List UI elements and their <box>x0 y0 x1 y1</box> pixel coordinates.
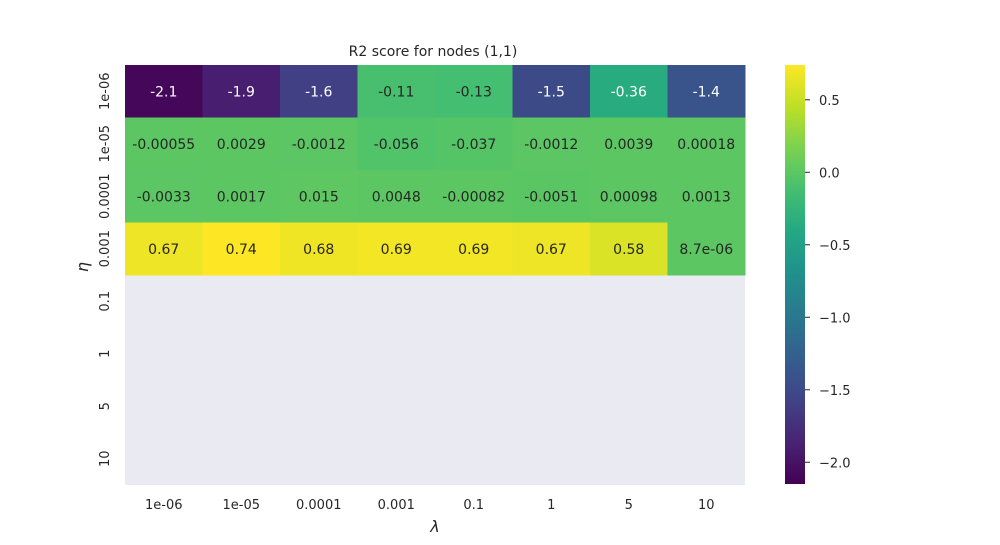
heatmap-cell <box>125 222 203 276</box>
x-tick-label: 0.0001 <box>296 498 342 513</box>
heatmap-cell <box>512 222 591 276</box>
heatmap-cell <box>667 170 746 223</box>
cell-label: 0.0017 <box>217 189 266 205</box>
x-axis-label: λ <box>429 517 439 536</box>
y-tick-label: 0.001 <box>98 230 113 267</box>
x-tick-label: 0.1 <box>463 498 484 513</box>
x-tick-label: 1 <box>547 498 555 513</box>
heatmap-cell <box>435 222 513 276</box>
heatmap-cell <box>125 65 203 118</box>
heatmap-cell <box>435 117 513 171</box>
x-tick-label: 10 <box>698 498 715 513</box>
colorbar-tick-label: −1.5 <box>819 384 851 399</box>
y-tick-label: 0.0001 <box>98 174 113 220</box>
cell-label: -0.0012 <box>292 137 346 153</box>
cell-label: -0.0051 <box>524 189 578 205</box>
cell-label: -0.13 <box>456 84 492 100</box>
cell-label: -1.6 <box>305 84 332 100</box>
cell-label: 0.00098 <box>600 189 658 205</box>
heatmap-cell <box>590 170 668 223</box>
x-tick-label: 0.001 <box>378 498 415 513</box>
heatmap-cell <box>280 222 358 276</box>
heatmap-cell <box>202 117 281 171</box>
heatmap-cell <box>280 170 358 223</box>
cell-label: -0.00055 <box>132 137 195 153</box>
cell-label: 0.74 <box>226 242 257 258</box>
heatmap-cell <box>125 170 203 223</box>
chart-title: R2 score for nodes (1,1) <box>349 44 518 60</box>
y-tick-label: 1e-05 <box>98 125 113 163</box>
heatmap-cell <box>357 170 436 223</box>
cell-label: 0.0013 <box>682 189 731 205</box>
colorbar-tick-label: −0.5 <box>819 239 851 254</box>
cell-label: 0.67 <box>536 242 567 258</box>
cell-label: -0.0012 <box>524 137 578 153</box>
heatmap-cell <box>202 222 281 276</box>
y-tick-label: 0.1 <box>98 291 113 312</box>
colorbar-tick-label: 0.0 <box>819 166 840 181</box>
cell-label: -0.11 <box>378 84 414 100</box>
cell-label: 0.00018 <box>677 137 735 153</box>
colorbar <box>785 65 805 484</box>
cell-label: -0.037 <box>451 137 496 153</box>
heatmap-cell <box>202 65 281 118</box>
cell-label: 0.015 <box>299 189 339 205</box>
heatmap-cell <box>512 170 591 223</box>
heatmap-cell <box>512 117 591 171</box>
cell-label: 0.0048 <box>372 189 421 205</box>
cell-label: -0.36 <box>611 84 647 100</box>
y-axis-label: η <box>73 262 92 272</box>
cell-label: 0.0039 <box>604 137 653 153</box>
cell-label: -1.4 <box>693 84 720 100</box>
cell-label: -1.9 <box>228 84 255 100</box>
heatmap-cell <box>590 117 668 171</box>
cell-label: 0.69 <box>458 242 489 258</box>
heatmap-cell <box>435 65 513 118</box>
x-tick-label: 5 <box>625 498 633 513</box>
y-tick-label: 1e-06 <box>98 72 113 110</box>
x-tick-label: 1e-06 <box>145 498 183 513</box>
cell-label: -2.1 <box>150 84 177 100</box>
heatmap-cell <box>357 65 436 118</box>
heatmap-cell <box>280 117 358 171</box>
heatmap-cell <box>280 65 358 118</box>
colorbar-tick-label: −1.0 <box>819 311 851 326</box>
cell-label: -0.00082 <box>442 189 505 205</box>
cell-label: 0.67 <box>148 242 179 258</box>
cell-label: 0.0029 <box>217 137 266 153</box>
heatmap-cell <box>202 170 281 223</box>
heatmap-cell <box>435 170 513 223</box>
cell-label: -0.056 <box>374 137 419 153</box>
y-tick-label: 5 <box>98 402 113 410</box>
heatmap-cell <box>357 222 436 276</box>
y-tick-label: 1 <box>98 350 113 358</box>
heatmap-cell <box>590 65 668 118</box>
cell-label: -1.5 <box>538 84 565 100</box>
cell-label: 8.7e-06 <box>679 242 733 258</box>
heatmap-cell <box>667 65 746 118</box>
cell-label: -0.0033 <box>137 189 191 205</box>
heatmap-cell <box>667 117 746 171</box>
cell-label: 0.58 <box>613 242 644 258</box>
cell-label: 0.69 <box>381 242 412 258</box>
colorbar-tick-label: 0.5 <box>819 94 840 109</box>
heatmap-cell <box>357 117 436 171</box>
heatmap-cell <box>512 65 591 118</box>
heatmap-cell <box>590 222 668 276</box>
heatmap-cell <box>667 222 746 276</box>
cell-label: 0.68 <box>303 242 334 258</box>
heatmap-cell <box>125 117 203 171</box>
x-tick-label: 1e-05 <box>222 498 260 513</box>
colorbar-tick-label: −2.0 <box>819 456 851 471</box>
y-tick-label: 10 <box>98 450 113 467</box>
